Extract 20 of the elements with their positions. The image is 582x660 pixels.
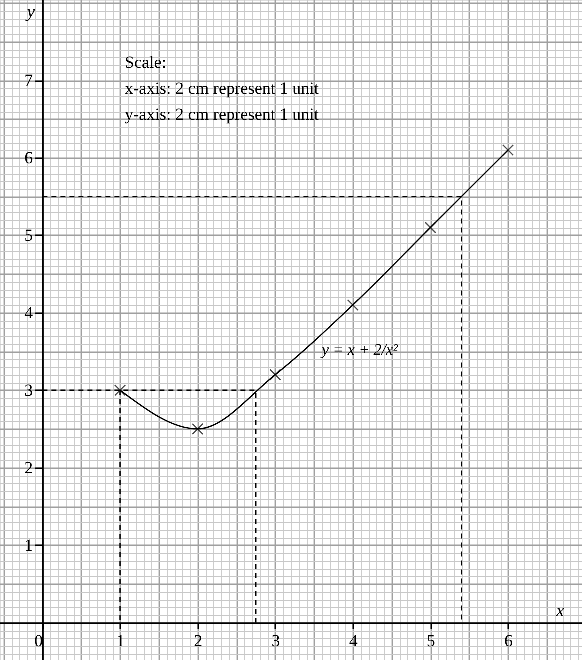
y-tick-label: 5 xyxy=(24,226,34,245)
x-axis-title: x xyxy=(556,600,564,620)
annotation: Scale: xyxy=(125,53,167,72)
annotation: x-axis: 2 cm represent 1 unit xyxy=(125,79,320,98)
x-tick-label: 5 xyxy=(426,631,436,650)
annotation: y = x + 2/x² xyxy=(320,342,400,359)
x-tick-label: 1 xyxy=(116,631,126,650)
x-tick-label: 4 xyxy=(349,631,358,650)
x-tick-label: 0 xyxy=(34,631,44,650)
y-tick-label: 2 xyxy=(24,458,34,478)
x-tick-label: 3 xyxy=(272,631,280,650)
x-tick-label: 6 xyxy=(504,631,514,650)
y-tick-label: 4 xyxy=(24,303,34,322)
y-tick-label: 1 xyxy=(24,536,34,555)
x-tick-label: 2 xyxy=(194,631,203,650)
y-tick-label: 3 xyxy=(24,380,34,400)
annotation: y-axis: 2 cm represent 1 unit xyxy=(125,105,320,124)
y-tick-label: 6 xyxy=(24,148,34,168)
y-tick-label: 7 xyxy=(24,71,34,90)
y-axis-title: y xyxy=(25,2,36,22)
